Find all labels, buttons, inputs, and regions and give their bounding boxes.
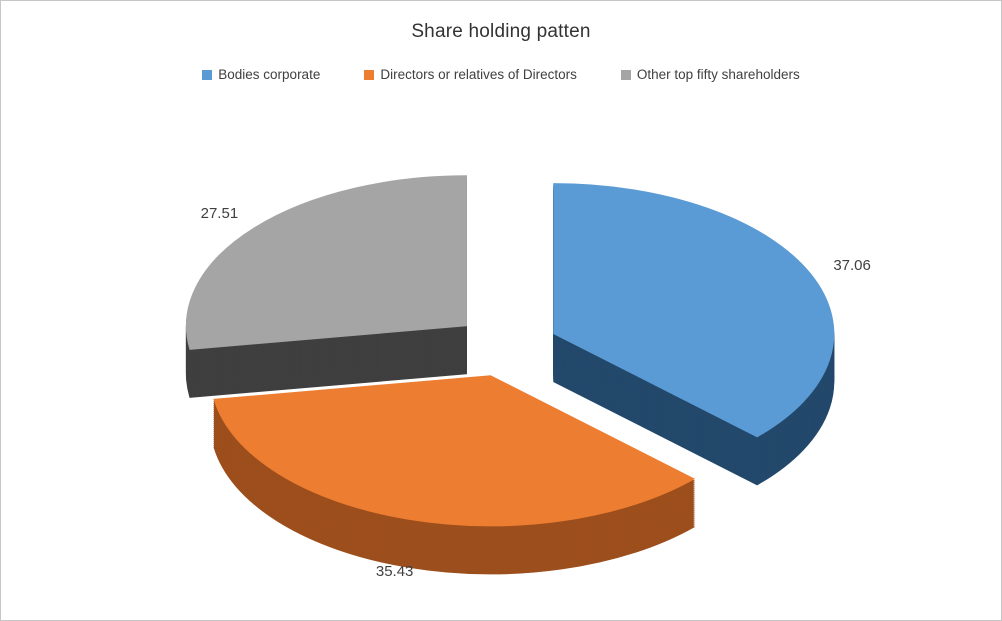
legend-label: Directors or relatives of Directors (380, 67, 577, 82)
legend-swatch-icon (620, 69, 631, 80)
chart-legend: Bodies corporate Directors or relatives … (1, 67, 1001, 82)
legend-item-bodies-corporate: Bodies corporate (202, 67, 320, 82)
legend-swatch-icon (364, 69, 375, 80)
pie-slice (213, 375, 696, 527)
pie-data-label: 37.06 (833, 257, 871, 274)
legend-item-other-top-fifty: Other top fifty shareholders (620, 67, 800, 82)
pie-data-label: 35.43 (376, 563, 414, 580)
legend-swatch-icon (202, 69, 213, 80)
legend-label: Bodies corporate (218, 67, 321, 82)
pie-slice (185, 175, 467, 350)
legend-label: Other top fifty shareholders (636, 67, 800, 82)
pie-slice (553, 183, 835, 438)
chart-title: Share holding patten (411, 21, 591, 42)
legend-item-directors-relatives: Directors or relatives of Directors (364, 67, 577, 82)
pie-data-label: 27.51 (201, 205, 239, 222)
